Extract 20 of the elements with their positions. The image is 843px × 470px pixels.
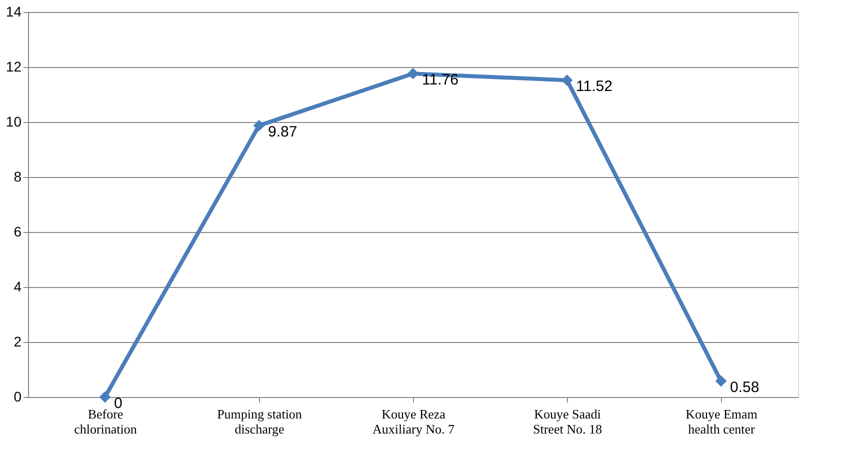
point [253,120,265,132]
data-label: 0 [114,395,122,412]
y-tick-label: 12 [6,58,22,74]
data-label: 0.58 [730,379,760,396]
data-label: 11.76 [422,72,458,89]
y-tick-label: 10 [6,114,22,130]
y-tick-label: 0 [14,388,22,404]
data-label: 9.87 [268,124,298,141]
x-tick-label: Kouye Reza Auxiliary No. 7 [372,406,455,436]
point [715,375,727,387]
y-tick-label: 4 [14,278,22,294]
x-tick-label: Kouye Saadi Street No. 18 [533,406,602,436]
y-tick-label: 2 [14,334,22,350]
y-tick-label: 6 [14,224,22,240]
x-tick-label: Pumping station discharge [217,406,302,436]
point [99,391,111,403]
y-tick-label: 8 [14,168,22,184]
x-tick-label: Kouye Emam health center [686,406,758,436]
y-tick-label: 14 [6,4,22,20]
data-label: 11.52 [576,78,612,96]
